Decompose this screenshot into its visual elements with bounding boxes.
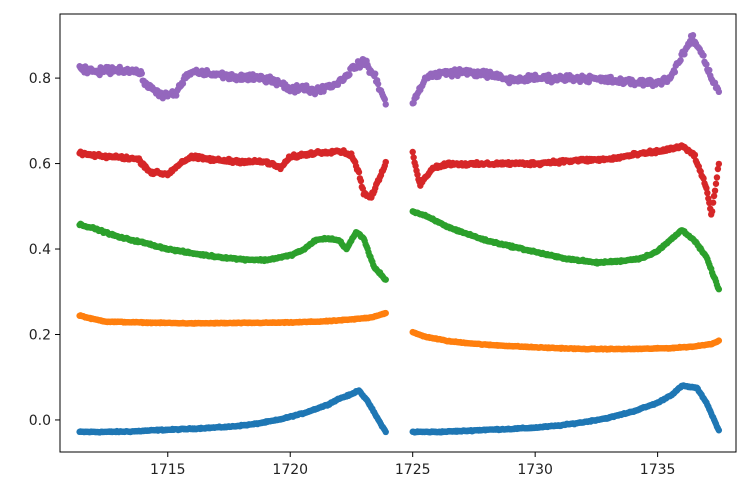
data-point (713, 174, 721, 181)
data-point (711, 187, 719, 194)
data-point (704, 189, 711, 197)
data-point (710, 192, 718, 200)
data-point (374, 80, 382, 88)
series-5 (76, 32, 723, 108)
data-point (382, 309, 389, 317)
data-point (414, 171, 421, 178)
data-point (712, 180, 720, 187)
data-point (382, 276, 389, 283)
data-point (715, 427, 723, 434)
data-point (671, 68, 679, 76)
series-3 (76, 208, 723, 293)
data-point (715, 286, 723, 293)
y-tick-label: 0.4 (29, 242, 51, 258)
data-point (703, 185, 710, 192)
y-tick-label: 0.0 (29, 413, 51, 429)
data-point (708, 208, 716, 215)
series-1 (76, 382, 723, 436)
data-point (714, 165, 722, 173)
data-point (382, 101, 389, 108)
data-point (355, 168, 363, 176)
data-point (677, 57, 684, 64)
axes: 1715 1720 1725 1730 1735 0.0 0.2 0.4 0.6 0.8 (29, 13, 737, 478)
data-point (700, 175, 707, 182)
data-point (715, 337, 723, 344)
data-point (382, 158, 389, 166)
data-point (346, 71, 353, 78)
y-tick-label: 0.2 (29, 327, 51, 343)
data-point (689, 32, 697, 39)
data-point (715, 88, 723, 96)
series-4 (76, 142, 723, 218)
x-tick-label: 1735 (640, 462, 676, 478)
data-point (381, 96, 388, 103)
data-point (703, 61, 710, 68)
data-point (173, 92, 180, 99)
x-tick-label: 1715 (150, 462, 186, 478)
y-tick-label: 0.6 (29, 157, 51, 173)
data-point (409, 148, 416, 156)
data-points (76, 32, 723, 436)
data-point (357, 177, 365, 185)
data-point (691, 151, 699, 159)
data-point (706, 66, 713, 74)
data-point (138, 70, 145, 77)
x-tick-label: 1720 (272, 462, 308, 478)
plot-frame (59, 13, 737, 453)
data-point (382, 428, 389, 436)
x-tick-label: 1730 (517, 462, 553, 478)
data-point (715, 160, 723, 168)
data-point (372, 70, 379, 77)
data-point (410, 154, 417, 161)
x-tick-label: 1725 (395, 462, 431, 478)
y-tick-label: 0.8 (29, 71, 51, 87)
data-point (709, 199, 717, 206)
data-point (700, 52, 707, 59)
series-2 (76, 309, 723, 353)
